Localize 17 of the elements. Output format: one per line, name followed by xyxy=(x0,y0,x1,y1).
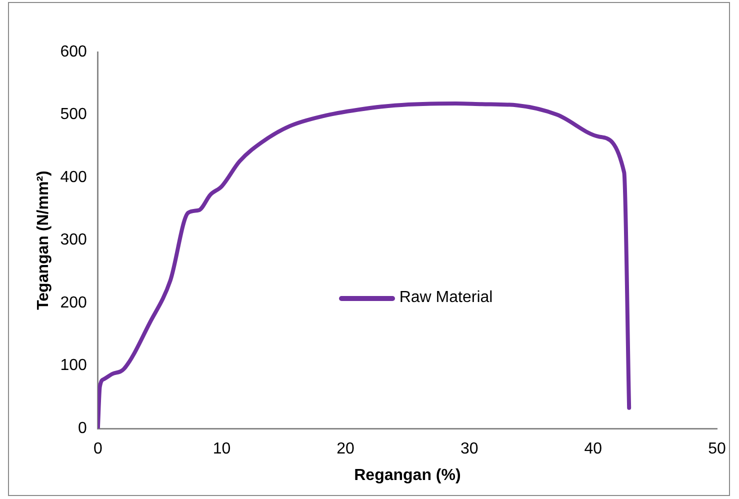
y-tick-label: 0 xyxy=(78,420,87,438)
y-tick-label: 600 xyxy=(60,43,87,60)
y-tick-label: 300 xyxy=(60,232,87,249)
y-axis-title: Tegangan (N/mm²) xyxy=(35,170,52,310)
y-tick-label: 100 xyxy=(60,357,87,374)
x-axis-title: Regangan (%) xyxy=(354,466,461,484)
legend-label: Raw Material xyxy=(399,289,493,308)
x-tick-label: 30 xyxy=(460,440,478,458)
x-tick-label: 40 xyxy=(584,440,602,458)
y-tick-label: 400 xyxy=(60,168,87,186)
y-tick-label: 500 xyxy=(60,106,87,124)
x-tick-label: 50 xyxy=(708,440,726,458)
x-tick-label: 10 xyxy=(212,440,231,458)
x-tick-label: 20 xyxy=(336,440,355,458)
y-tick-label: 200 xyxy=(60,294,87,312)
x-tick-label: 0 xyxy=(93,440,102,458)
line-series xyxy=(98,101,632,429)
